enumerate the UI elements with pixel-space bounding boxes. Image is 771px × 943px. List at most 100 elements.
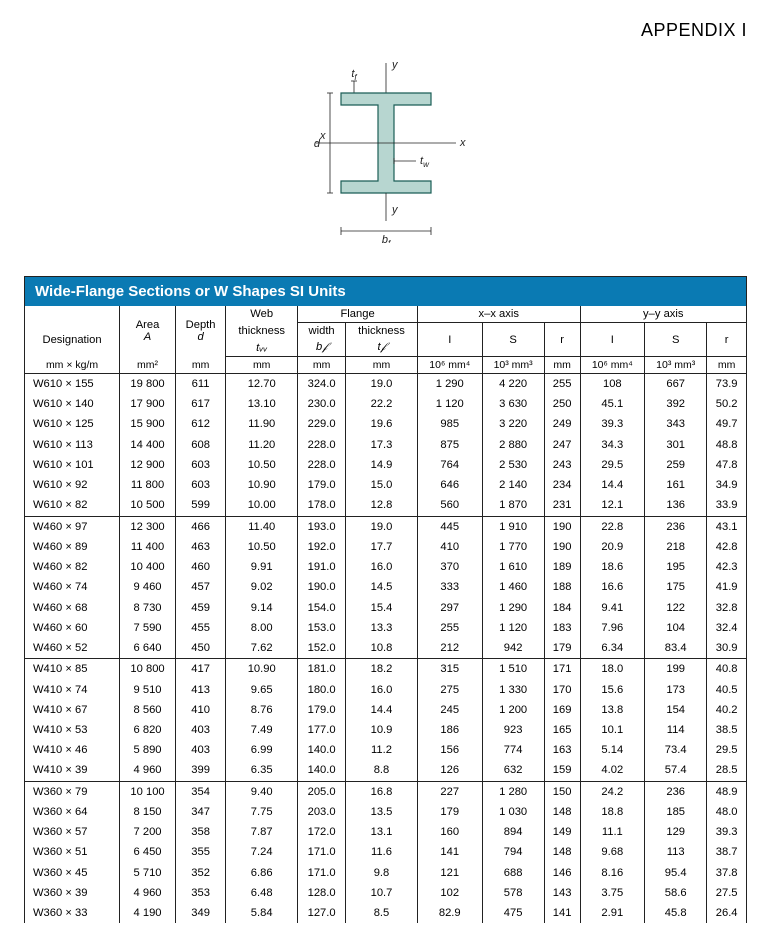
- cell: 8.16: [580, 863, 645, 883]
- table-row: W610 × 14017 90061713.10230.022.21 1203 …: [25, 394, 746, 414]
- cell: 923: [482, 720, 544, 740]
- cell: 170: [544, 680, 580, 700]
- cell: 169: [544, 700, 580, 720]
- cell: 30.9: [707, 638, 746, 659]
- cell: 47.8: [707, 455, 746, 475]
- cell: 140.0: [298, 740, 346, 760]
- cell: 370: [417, 557, 482, 577]
- table-row: W460 × 607 5904558.00153.013.32551 12018…: [25, 618, 746, 638]
- cell: 150: [544, 781, 580, 802]
- cell: 95.4: [645, 863, 707, 883]
- col-flange-t-sym: t𝒻: [346, 339, 418, 357]
- unit-c7: 10⁶ mm⁴: [417, 357, 482, 374]
- cell: 243: [544, 455, 580, 475]
- unit-c8: 10³ mm³: [482, 357, 544, 374]
- cell: 173: [645, 680, 707, 700]
- cell: 5 710: [120, 863, 176, 883]
- properties-table-container: Wide-Flange Sections or W Shapes SI Unit…: [24, 276, 747, 923]
- cell: 354: [175, 781, 225, 802]
- cell: 6 640: [120, 638, 176, 659]
- cell: 180.0: [298, 680, 346, 700]
- cell: W460 × 74: [25, 577, 120, 597]
- cell: W610 × 140: [25, 394, 120, 414]
- cell: 459: [175, 598, 225, 618]
- col-yy-group: y–y axis: [580, 306, 746, 323]
- cell: 7.24: [226, 842, 298, 862]
- cell: 14 400: [120, 435, 176, 455]
- cell: 560: [417, 495, 482, 516]
- cell: W360 × 45: [25, 863, 120, 883]
- table-row: W460 × 8911 40046310.50192.017.74101 770…: [25, 537, 746, 557]
- cell: 50.2: [707, 394, 746, 414]
- cell: 10 500: [120, 495, 176, 516]
- cell: 171.0: [298, 842, 346, 862]
- cell: 17.3: [346, 435, 418, 455]
- cell: 9.65: [226, 680, 298, 700]
- cell: 171.0: [298, 863, 346, 883]
- col-depth: Depthd: [175, 306, 225, 357]
- cell: 8.00: [226, 618, 298, 638]
- cell: 40.8: [707, 659, 746, 680]
- cell: 11.1: [580, 822, 645, 842]
- svg-text:x: x: [319, 130, 326, 142]
- svg-text:d: d: [313, 138, 320, 150]
- cell: 250: [544, 394, 580, 414]
- cell: 10.1: [580, 720, 645, 740]
- cell: 15.0: [346, 475, 418, 495]
- table-row: W610 × 9211 80060310.90179.015.06462 140…: [25, 475, 746, 495]
- cell: 9.02: [226, 577, 298, 597]
- unit-c6: mm: [346, 357, 418, 374]
- cell: 128.0: [298, 883, 346, 903]
- cell: 12 900: [120, 455, 176, 475]
- cell: 230.0: [298, 394, 346, 414]
- cell: W410 × 74: [25, 680, 120, 700]
- table-row: W610 × 8210 50059910.00178.012.85601 870…: [25, 495, 746, 516]
- cell: 141: [417, 842, 482, 862]
- cell: 352: [175, 863, 225, 883]
- cell: 83.4: [645, 638, 707, 659]
- table-row: W360 × 577 2003587.87172.013.11608941491…: [25, 822, 746, 842]
- cell: 1 030: [482, 802, 544, 822]
- cell: 188: [544, 577, 580, 597]
- cell: 617: [175, 394, 225, 414]
- cell: 179: [417, 802, 482, 822]
- col-yy-r: r: [707, 323, 746, 357]
- cell: 102: [417, 883, 482, 903]
- cell: 460: [175, 557, 225, 577]
- cell: 160: [417, 822, 482, 842]
- cell: 199: [645, 659, 707, 680]
- col-yy-I: I: [580, 323, 645, 357]
- cell: 159: [544, 760, 580, 781]
- unit-c4: mm: [226, 357, 298, 374]
- cell: 315: [417, 659, 482, 680]
- cell: 146: [544, 863, 580, 883]
- cell: 410: [417, 537, 482, 557]
- cell: W410 × 53: [25, 720, 120, 740]
- cell: 9.91: [226, 557, 298, 577]
- cell: 255: [544, 374, 580, 395]
- cell: 11.90: [226, 414, 298, 434]
- cell: 463: [175, 537, 225, 557]
- cell: 349: [175, 903, 225, 923]
- cell: 4 960: [120, 760, 176, 781]
- cell: 49.7: [707, 414, 746, 434]
- cell: 16.0: [346, 680, 418, 700]
- cell: 42.8: [707, 537, 746, 557]
- cell: 358: [175, 822, 225, 842]
- cell: 9.68: [580, 842, 645, 862]
- cell: 2 140: [482, 475, 544, 495]
- cell: 3 220: [482, 414, 544, 434]
- cell: 353: [175, 883, 225, 903]
- cell: 154.0: [298, 598, 346, 618]
- cell: 22.2: [346, 394, 418, 414]
- cell: 1 290: [482, 598, 544, 618]
- cell: 14.4: [346, 700, 418, 720]
- cell: 10.00: [226, 495, 298, 516]
- cell: W610 × 82: [25, 495, 120, 516]
- cell: 1 870: [482, 495, 544, 516]
- cell: 45.8: [645, 903, 707, 923]
- cell: 228.0: [298, 455, 346, 475]
- cell: 413: [175, 680, 225, 700]
- svg-text:tw: tw: [420, 155, 430, 169]
- cell: 234: [544, 475, 580, 495]
